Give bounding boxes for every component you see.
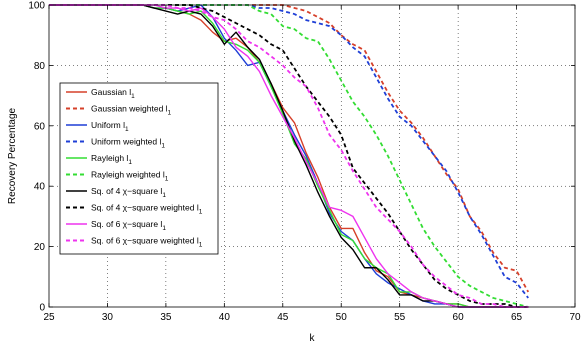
legend-label: Uniform weighted l1: [91, 137, 165, 150]
x-tick-label: 50: [336, 312, 348, 323]
legend-box: [59, 82, 219, 255]
y-tick-label: 60: [34, 121, 46, 132]
x-tick-label: 55: [394, 312, 406, 323]
y-tick-label: 0: [39, 303, 45, 314]
legend-label: Rayleigh weighted l1: [91, 170, 169, 183]
legend-label: Sq. of 6 χ−square l1: [91, 219, 166, 232]
x-tick-label: 65: [511, 312, 523, 323]
legend-label: Sq. of 4 χ−square l1: [91, 186, 166, 199]
plot-frame: [48, 4, 576, 308]
y-tick-label: 80: [34, 61, 46, 72]
x-tick-label: 25: [43, 312, 55, 323]
y-axis-label: Recovery Percentage: [7, 107, 18, 204]
x-tick-label: 45: [277, 312, 289, 323]
x-tick-label: 40: [219, 312, 231, 323]
legend-label: Sq. of 6 χ−square weighted l1: [91, 236, 203, 249]
legend-label: Gaussian l1: [91, 87, 135, 100]
legend-label: Gaussian weighted l1: [91, 104, 172, 117]
x-tick-label: 35: [160, 312, 172, 323]
y-tick-label: 100: [28, 1, 45, 12]
x-tick-label: 30: [102, 312, 114, 323]
x-axis-label: k: [310, 333, 316, 344]
y-tick-label: 40: [34, 182, 46, 193]
x-tick-label: 70: [569, 312, 581, 323]
y-tick-label: 20: [34, 242, 46, 253]
legend: Gaussian l1 Gaussian weighted l1 Uniform l…: [59, 82, 219, 255]
legend-label: Sq. of 4 χ−square weighted l1: [91, 203, 203, 216]
x-tick-label: 60: [453, 312, 465, 323]
axis-ticks: 25 30 35 40 45 50 55 60 65 70 0 20 40 60 80 100: [28, 1, 581, 324]
legend-label: Uniform l1: [91, 120, 129, 133]
legend-label: Rayleigh l1: [91, 153, 132, 166]
